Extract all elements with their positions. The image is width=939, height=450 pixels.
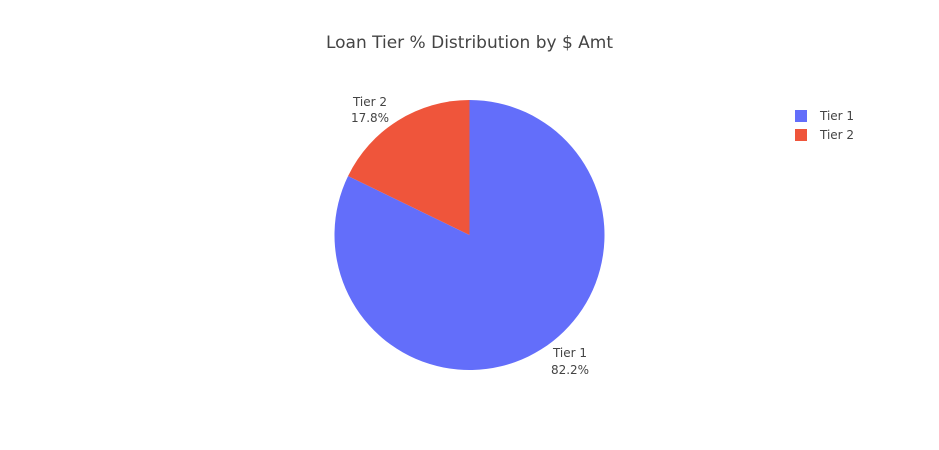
legend: Tier 1 Tier 2: [795, 106, 854, 144]
slice-percent-tier-1: 82.2%: [551, 363, 589, 377]
legend-swatch-tier-1: [795, 109, 807, 122]
slice-label-tier-1: Tier 1: [552, 346, 587, 360]
slice-label-tier-2: Tier 2: [352, 95, 387, 109]
chart-title: Loan Tier % Distribution by $ Amt: [325, 33, 614, 53]
legend-label-tier-2: Tier 2: [820, 127, 855, 142]
pie-slice-tier-2[interactable]: [348, 100, 470, 235]
legend-item-tier-1[interactable]: Tier 1: [795, 106, 854, 125]
pie-slice-tier-1[interactable]: [334, 100, 605, 371]
legend-swatch-tier-2: [795, 128, 807, 141]
slice-percent-tier-2: 17.8%: [351, 111, 389, 125]
legend-item-tier-2[interactable]: Tier 2: [795, 125, 854, 144]
legend-label-tier-1: Tier 1: [820, 108, 855, 123]
